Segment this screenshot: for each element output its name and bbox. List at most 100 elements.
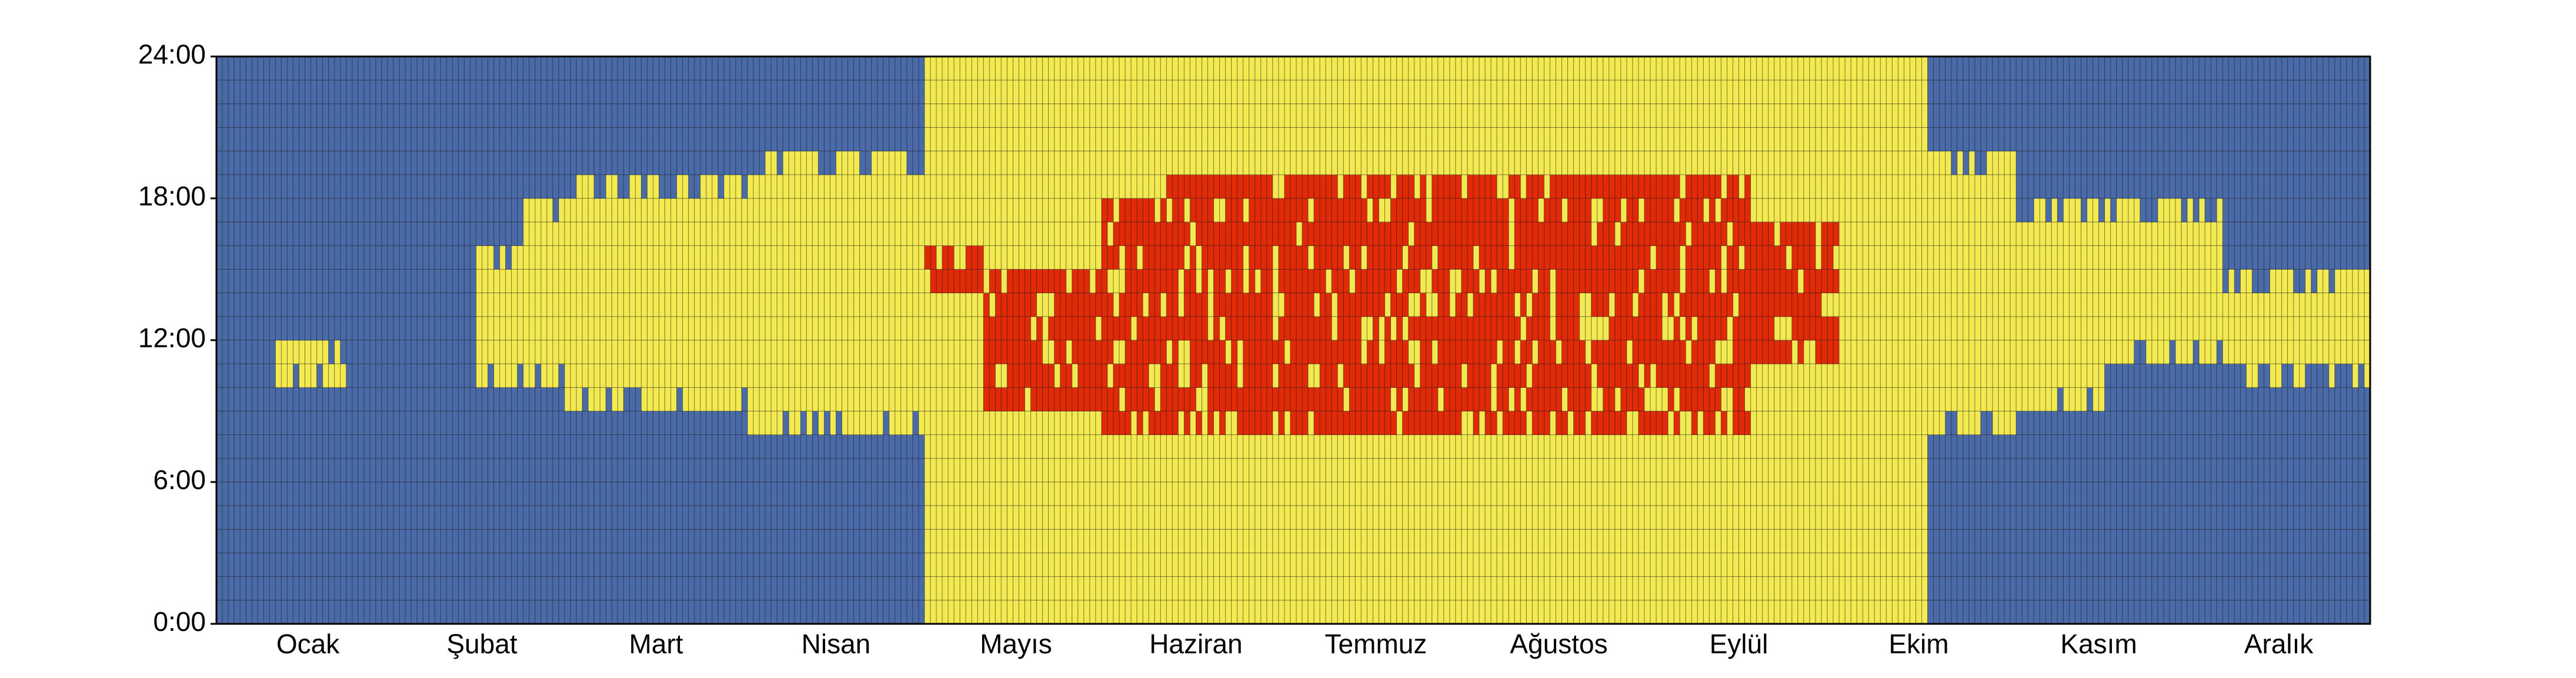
- heatmap-cell-mild: [1019, 104, 1025, 128]
- heatmap-cell-cold: [889, 506, 896, 530]
- heatmap-cell-mild: [1272, 576, 1279, 601]
- heatmap-cell-cold: [387, 411, 394, 436]
- heatmap-cell-mild: [1249, 482, 1256, 506]
- heatmap-cell-mild: [1001, 576, 1007, 601]
- heatmap-cell-mild: [1196, 80, 1202, 104]
- heatmap-cell-cold: [718, 104, 725, 128]
- heatmap-cell-mild: [570, 387, 577, 411]
- heatmap-cell-mild: [1166, 127, 1173, 152]
- heatmap-cell-mild: [889, 245, 896, 270]
- heatmap-cell-cold: [441, 151, 447, 175]
- heatmap-cell-cold: [564, 174, 571, 199]
- heatmap-cell-mild: [570, 340, 577, 364]
- heatmap-cell-mild: [1178, 434, 1184, 459]
- heatmap-cell-hot: [1042, 364, 1049, 388]
- heatmap-cell-hot: [1432, 198, 1439, 222]
- heatmap-cell-hot: [1060, 293, 1067, 317]
- heatmap-cell-mild: [1437, 80, 1444, 104]
- heatmap-cell-mild: [729, 269, 736, 294]
- heatmap-cell-cold: [411, 506, 418, 530]
- heatmap-cell-mild: [812, 387, 819, 411]
- heatmap-cell-mild: [1172, 576, 1179, 601]
- heatmap-cell-mild: [1048, 434, 1055, 459]
- heatmap-cell-mild: [989, 434, 996, 459]
- heatmap-cell-mild: [1408, 151, 1415, 175]
- heatmap-cell-hot: [1296, 340, 1303, 364]
- heatmap-cell-mild: [1054, 411, 1061, 436]
- heatmap-cell-mild: [836, 316, 842, 341]
- heatmap-cell-mild: [564, 269, 571, 294]
- heatmap-cell-mild: [918, 174, 925, 199]
- heatmap-cell-hot: [1083, 293, 1090, 317]
- heatmap-cell-cold: [281, 411, 288, 436]
- heatmap-cell-cold: [328, 576, 335, 601]
- heatmap-cell-cold: [458, 269, 465, 294]
- heatmap-cell-hot: [1332, 222, 1338, 246]
- heatmap-cell-cold: [729, 576, 736, 601]
- heatmap-cell-hot: [1373, 174, 1379, 199]
- heatmap-cell-mild: [1396, 269, 1403, 294]
- heatmap-cell-cold: [505, 245, 512, 270]
- heatmap-cell-cold: [694, 482, 701, 506]
- heatmap-cell-mild: [1237, 482, 1244, 506]
- heatmap-cell-hot: [1149, 340, 1155, 364]
- heatmap-cell-cold: [252, 174, 258, 199]
- heatmap-cell-mild: [1349, 80, 1356, 104]
- heatmap-cell-cold: [322, 245, 329, 270]
- heatmap-cell-cold: [842, 104, 848, 128]
- heatmap-cell-mild: [1172, 553, 1179, 577]
- heatmap-cell-cold: [458, 364, 465, 388]
- heatmap-cell-mild: [930, 174, 937, 199]
- heatmap-cell-hot: [1249, 411, 1256, 436]
- heatmap-cell-mild: [718, 316, 725, 341]
- heatmap-cell-hot: [1320, 387, 1326, 411]
- heatmap-cell-cold: [523, 104, 530, 128]
- heatmap-cell-cold: [222, 600, 229, 624]
- heatmap-cell-hot: [1231, 364, 1238, 388]
- heatmap-cell-cold: [718, 434, 725, 459]
- heatmap-cell-cold: [399, 529, 406, 553]
- heatmap-cell-mild: [700, 293, 707, 317]
- heatmap-cell-mild: [960, 245, 966, 270]
- heatmap-cell-mild: [623, 364, 630, 388]
- heatmap-cell-mild: [1219, 104, 1226, 128]
- heatmap-cell-mild: [1072, 529, 1079, 553]
- heatmap-cell-mild: [1001, 364, 1007, 388]
- heatmap-cell-mild: [1219, 127, 1226, 152]
- heatmap-cell-cold: [446, 80, 453, 104]
- heatmap-cell-cold: [311, 482, 317, 506]
- heatmap-cell-mild: [665, 364, 671, 388]
- heatmap-cell-hot: [1160, 269, 1167, 294]
- heatmap-cell-cold: [269, 151, 276, 175]
- heatmap-cell-cold: [629, 458, 636, 483]
- heatmap-cell-cold: [399, 293, 406, 317]
- heatmap-cell-mild: [659, 198, 665, 222]
- heatmap-cell-hot: [1083, 364, 1090, 388]
- heatmap-cell-mild: [1072, 174, 1079, 199]
- heatmap-cell-mild: [824, 245, 830, 270]
- heatmap-cell-mild: [482, 340, 488, 364]
- heatmap-cell-cold: [918, 104, 925, 128]
- heatmap-cell-mild: [906, 316, 913, 341]
- heatmap-cell-hot: [1379, 174, 1385, 199]
- heatmap-cell-mild: [1249, 127, 1256, 152]
- heatmap-cell-mild: [1066, 269, 1073, 294]
- heatmap-cell-cold: [369, 482, 376, 506]
- heatmap-cell-mild: [1048, 56, 1055, 81]
- heatmap-cell-cold: [358, 245, 365, 270]
- heatmap-cell-cold: [912, 506, 919, 530]
- heatmap-cell-mild: [1326, 104, 1332, 128]
- heatmap-cell-cold: [670, 600, 677, 624]
- heatmap-cell-cold: [824, 553, 830, 577]
- heatmap-cell-mild: [1072, 482, 1079, 506]
- heatmap-cell-cold: [358, 387, 365, 411]
- heatmap-cell-hot: [1296, 245, 1303, 270]
- heatmap-cell-mild: [930, 56, 937, 81]
- heatmap-cell-cold: [505, 151, 512, 175]
- heatmap-cell-mild: [1036, 293, 1043, 317]
- heatmap-cell-mild: [588, 293, 595, 317]
- heatmap-cell-mild: [1355, 434, 1362, 459]
- heatmap-cell-cold: [293, 482, 299, 506]
- heatmap-cell-mild: [883, 245, 890, 270]
- heatmap-cell-cold: [806, 600, 813, 624]
